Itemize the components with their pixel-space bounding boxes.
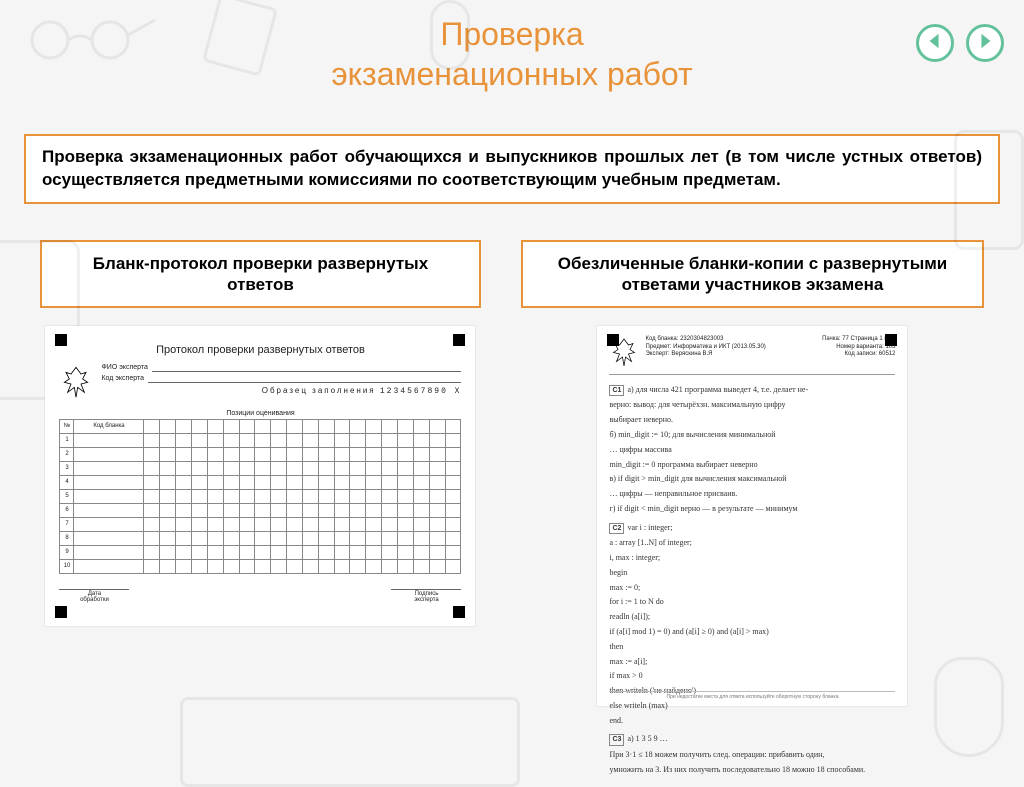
meta-underline	[148, 375, 461, 383]
protocol-title: Протокол проверки развернутых ответов	[59, 344, 461, 356]
title-line1: Проверка	[440, 16, 583, 52]
nav-next-button[interactable]	[966, 24, 1004, 62]
meta-code-label: Код эксперта	[101, 375, 144, 382]
answer-block: C1а) для числа 421 программа выведет 4, …	[609, 385, 895, 515]
ans-barcode: Код бланка: 2320304823003	[645, 336, 816, 344]
answers-meta-right: Пачка: 77 Страница 1 из 4 Номер варианта…	[822, 336, 895, 370]
left-heading: Бланк-протокол проверки развернутых отве…	[40, 240, 481, 308]
question-number: C1	[609, 385, 624, 396]
answers-body: C1а) для числа 421 программа выведет 4, …	[609, 385, 895, 776]
right-heading: Обезличенные бланки-копии с развернутыми…	[521, 240, 984, 308]
ans-work: Код записи: 60512	[822, 351, 895, 359]
protocol-form: Протокол проверки развернутых ответов ФИ…	[45, 326, 475, 626]
ans-page: Пачка: 77 Страница 1 из 4	[822, 336, 895, 344]
eagle-logo-icon	[59, 364, 93, 404]
grid-caption: Позиции оценивания	[59, 410, 461, 417]
answers-form: Код бланка: 2320304823003 Предмет: Инфор…	[597, 326, 907, 706]
sample-label: Образец заполнения	[262, 386, 376, 395]
left-column: Бланк-протокол проверки развернутых отве…	[40, 240, 481, 706]
ans-variant: Номер варианта: 103	[822, 344, 895, 352]
intro-text: Проверка экзаменационных работ обучающих…	[24, 134, 1000, 204]
protocol-grid: Позиции оценивания №Код бланка1234567891…	[59, 410, 461, 574]
nav-prev-button[interactable]	[916, 24, 954, 62]
reg-mark-icon	[453, 606, 465, 618]
reg-mark-icon	[885, 334, 897, 346]
ans-expert: Эксперт: Веряскина В.Я	[645, 351, 816, 359]
reg-mark-icon	[607, 334, 619, 346]
protocol-meta: ФИО эксперта Код эксперта Образец заполн…	[101, 364, 461, 396]
answer-block: C3а) 1 3 5 9 …При 3·1 ≤ 18 можем получит…	[609, 734, 895, 775]
protocol-footer: Дата обработки Подпись эксперта	[59, 582, 461, 603]
reg-mark-icon	[453, 334, 465, 346]
reg-mark-icon	[55, 606, 67, 618]
triangle-left-icon	[926, 32, 944, 55]
answers-footer: При недостатке места для ответа использу…	[609, 691, 895, 700]
meta-underline	[152, 364, 462, 372]
answers-header: Код бланка: 2320304823003 Предмет: Инфор…	[609, 336, 895, 375]
right-column: Обезличенные бланки-копии с развернутыми…	[521, 240, 984, 706]
question-number: C3	[609, 734, 624, 745]
ans-subject: Предмет: Информатика и ИКТ (2013.05.30)	[645, 344, 816, 352]
answers-meta-left: Код бланка: 2320304823003 Предмет: Инфор…	[645, 336, 816, 370]
question-number: C2	[609, 523, 624, 534]
protocol-table: №Код бланка12345678910	[59, 419, 461, 574]
sample-digits: 1234567890 X	[380, 387, 462, 396]
protocol-header: ФИО эксперта Код эксперта Образец заполн…	[59, 364, 461, 404]
footer-date2: обработки	[80, 597, 109, 603]
bg-keyboard	[180, 697, 520, 787]
footer-sign2: эксперта	[414, 597, 439, 603]
meta-fio-label: ФИО эксперта	[101, 364, 147, 371]
reg-mark-icon	[55, 334, 67, 346]
triangle-right-icon	[976, 32, 994, 55]
page-title: Проверка экзаменационных работ	[0, 0, 1024, 94]
columns: Бланк-протокол проверки развернутых отве…	[0, 204, 1024, 706]
title-line2: экзаменационных работ	[331, 56, 692, 92]
